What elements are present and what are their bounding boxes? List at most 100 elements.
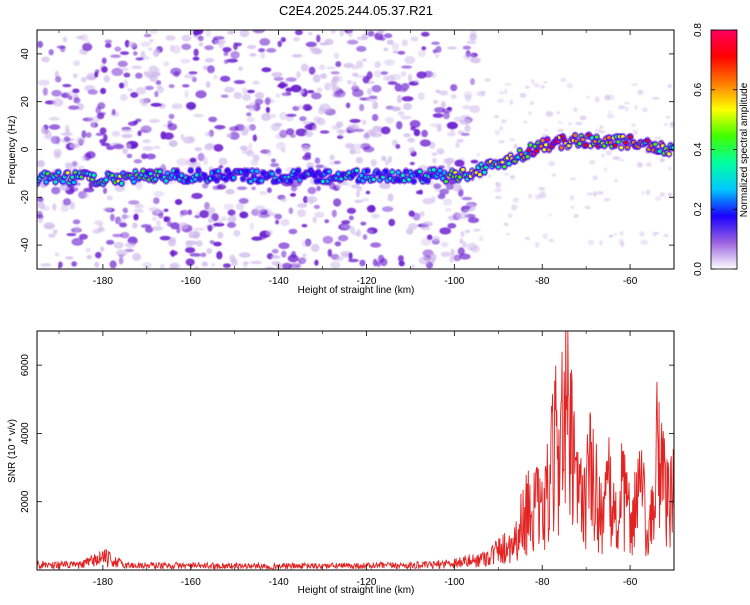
noise-blob xyxy=(271,255,281,259)
noise-blob xyxy=(125,143,132,150)
noise-blob xyxy=(308,198,314,205)
noise-blob xyxy=(226,133,232,138)
noise-blob xyxy=(127,88,133,92)
noise-blob xyxy=(246,89,255,94)
noise-blob xyxy=(71,237,84,246)
noise-blob xyxy=(78,233,88,240)
noise-blob xyxy=(434,53,440,59)
noise-blob xyxy=(519,93,527,98)
noise-blob xyxy=(148,118,160,123)
noise-blob xyxy=(237,66,244,71)
noise-blob xyxy=(69,201,75,210)
noise-blob xyxy=(144,85,154,91)
noise-blob xyxy=(440,101,446,109)
noise-blob xyxy=(249,53,257,57)
ridge-core xyxy=(91,173,96,177)
noise-blob xyxy=(181,43,192,50)
ridge-core xyxy=(158,169,162,174)
noise-blob xyxy=(270,122,281,132)
noise-blob xyxy=(310,92,322,100)
noise-blob xyxy=(566,82,574,89)
noise-blob xyxy=(44,129,52,138)
noise-blob xyxy=(534,241,540,248)
x-tick-label: -140 xyxy=(269,577,289,588)
noise-blob xyxy=(401,70,407,77)
noise-blob xyxy=(324,219,330,224)
noise-blob xyxy=(220,94,229,98)
noise-blob xyxy=(140,125,152,134)
noise-blob xyxy=(338,128,344,138)
noise-blob xyxy=(365,229,374,234)
noise-blob xyxy=(470,30,477,37)
ridge-core xyxy=(72,180,76,185)
noise-blob xyxy=(185,247,196,254)
figure-title: C2E4.2025.244.05.37.R21 xyxy=(279,3,433,18)
noise-blob xyxy=(439,227,452,235)
noise-blob xyxy=(288,207,294,215)
noise-blob xyxy=(287,254,299,263)
noise-blob xyxy=(181,34,192,42)
noise-blob xyxy=(285,128,295,136)
noise-blob xyxy=(73,97,81,104)
noise-blob xyxy=(81,155,86,162)
noise-blob xyxy=(187,209,193,216)
noise-blob xyxy=(484,78,491,82)
noise-blob xyxy=(361,197,370,202)
noise-blob xyxy=(95,251,102,259)
noise-blob xyxy=(432,235,440,242)
noise-blob xyxy=(156,84,162,89)
noise-blob xyxy=(149,30,159,35)
noise-blob xyxy=(349,118,361,123)
noise-blob xyxy=(362,146,375,153)
noise-blob xyxy=(94,261,100,268)
noise-blob xyxy=(487,174,492,179)
noise-blob xyxy=(192,227,205,231)
noise-blob xyxy=(239,211,249,219)
noise-blob xyxy=(204,143,214,151)
noise-blob xyxy=(442,198,453,206)
noise-blob xyxy=(402,102,413,111)
noise-blob xyxy=(361,58,368,62)
noise-blob xyxy=(509,99,514,105)
noise-blob xyxy=(275,219,280,225)
noise-blob xyxy=(271,71,283,78)
noise-blob xyxy=(114,46,122,52)
noise-blob xyxy=(308,31,313,36)
noise-blob xyxy=(387,155,393,163)
noise-blob xyxy=(459,253,471,260)
ridge-core xyxy=(179,173,184,178)
noise-blob xyxy=(218,157,228,166)
spectrogram-x-axis: -180 -160 -140 -120 -100 -80 -60 xyxy=(58,30,675,287)
noise-blob xyxy=(366,129,378,136)
noise-blob xyxy=(641,191,645,196)
snr-y-label: SNR (10 * v/v) xyxy=(7,419,18,483)
ridge-core xyxy=(231,176,236,180)
noise-blob xyxy=(567,122,572,126)
ridge-core xyxy=(584,143,588,147)
noise-blob xyxy=(495,181,499,186)
ridge-core xyxy=(657,149,662,153)
noise-blob xyxy=(52,98,64,107)
noise-blob xyxy=(440,251,451,257)
noise-blob xyxy=(252,134,258,142)
noise-blob xyxy=(612,156,621,161)
noise-blob xyxy=(391,42,400,51)
noise-blob xyxy=(545,110,554,117)
noise-blob xyxy=(445,157,455,164)
ridge-core xyxy=(540,138,545,143)
noise-blob xyxy=(605,150,613,156)
noise-blob xyxy=(410,36,419,42)
noise-blob xyxy=(397,111,405,117)
snr-x-axis: -180 -160 -140 -120 -100 -80 -60 xyxy=(58,331,675,588)
noise-blob xyxy=(531,78,535,84)
ridge-core xyxy=(254,169,259,173)
noise-blob xyxy=(335,61,342,68)
noise-blob xyxy=(133,208,144,214)
noise-blob xyxy=(83,187,95,193)
noise-blob xyxy=(182,136,195,144)
noise-blob xyxy=(58,261,63,268)
noise-blob xyxy=(525,236,531,241)
noise-blob xyxy=(275,93,281,98)
noise-blob xyxy=(281,92,292,97)
